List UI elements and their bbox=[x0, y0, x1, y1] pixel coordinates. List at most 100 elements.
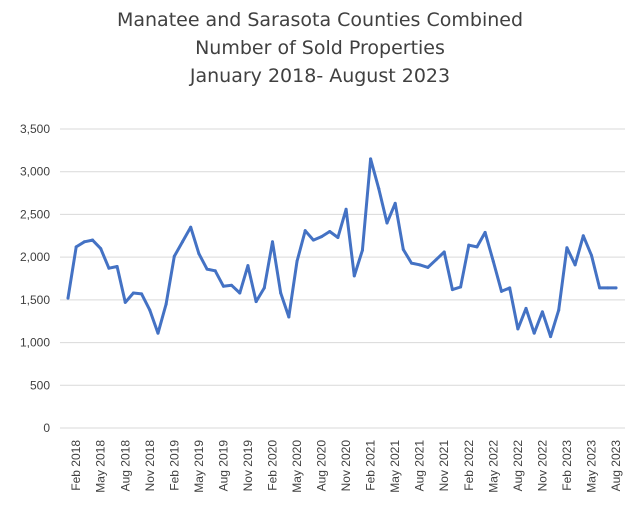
data-point bbox=[197, 252, 201, 256]
data-point bbox=[262, 286, 266, 290]
data-point bbox=[270, 240, 274, 244]
series-points bbox=[66, 157, 618, 339]
data-point bbox=[148, 308, 152, 312]
gridlines bbox=[60, 128, 625, 386]
data-point bbox=[107, 266, 111, 270]
data-point bbox=[410, 261, 414, 265]
x-tick-label: May 2023 bbox=[584, 440, 598, 493]
data-point bbox=[189, 225, 193, 229]
x-tick-label: Feb 2021 bbox=[364, 440, 378, 491]
data-point bbox=[74, 245, 78, 249]
y-tick-label: 1,000 bbox=[20, 336, 50, 350]
x-tick-label: Aug 2018 bbox=[118, 440, 132, 492]
data-point bbox=[401, 247, 405, 251]
x-tick-label: Aug 2020 bbox=[315, 440, 329, 492]
y-tick-label: 0 bbox=[43, 421, 50, 435]
data-point bbox=[230, 283, 234, 287]
data-point bbox=[573, 263, 577, 267]
data-point bbox=[156, 331, 160, 335]
y-tick-label: 3,500 bbox=[20, 122, 50, 136]
data-point bbox=[450, 288, 454, 292]
x-tick-label: Feb 2022 bbox=[462, 440, 476, 491]
x-tick-label: Aug 2023 bbox=[609, 440, 623, 492]
data-point bbox=[581, 234, 585, 238]
series-line bbox=[66, 157, 618, 339]
data-point bbox=[467, 243, 471, 247]
data-point bbox=[475, 245, 479, 249]
x-tick-label: Nov 2019 bbox=[241, 440, 255, 492]
data-point bbox=[287, 315, 291, 319]
data-point bbox=[549, 335, 553, 339]
data-point bbox=[426, 265, 430, 269]
data-point bbox=[557, 308, 561, 312]
data-point bbox=[360, 248, 364, 252]
data-point bbox=[352, 274, 356, 278]
data-point bbox=[499, 289, 503, 293]
data-point bbox=[181, 240, 185, 244]
data-point bbox=[565, 246, 569, 250]
data-point bbox=[336, 235, 340, 239]
data-point bbox=[377, 187, 381, 191]
data-point bbox=[524, 306, 528, 310]
data-point bbox=[344, 207, 348, 211]
x-tick-label: Nov 2021 bbox=[437, 440, 451, 492]
y-tick-label: 1,500 bbox=[20, 293, 50, 307]
data-point bbox=[164, 302, 168, 306]
data-point bbox=[516, 327, 520, 331]
data-point bbox=[393, 201, 397, 205]
x-tick-label: Nov 2022 bbox=[535, 440, 549, 492]
data-point bbox=[385, 221, 389, 225]
data-point bbox=[279, 291, 283, 295]
data-point bbox=[483, 230, 487, 234]
x-tick-label: Nov 2020 bbox=[339, 440, 353, 492]
data-point bbox=[123, 300, 127, 304]
y-tick-label: 2,500 bbox=[20, 207, 50, 221]
data-point bbox=[246, 264, 250, 268]
data-point bbox=[140, 292, 144, 296]
data-point bbox=[82, 240, 86, 244]
data-point bbox=[115, 265, 119, 269]
data-point bbox=[295, 259, 299, 263]
data-point bbox=[221, 284, 225, 288]
data-point bbox=[418, 263, 422, 267]
y-tick-label: 500 bbox=[30, 378, 50, 392]
data-point bbox=[540, 310, 544, 314]
data-point bbox=[205, 267, 209, 271]
data-point bbox=[172, 254, 176, 258]
x-tick-label: May 2019 bbox=[192, 440, 206, 493]
chart-title-line-3: January 2018- August 2023 bbox=[189, 65, 451, 87]
x-tick-label: May 2022 bbox=[486, 440, 500, 493]
data-point bbox=[99, 247, 103, 251]
x-axis-ticks: Feb 2018 May 2018 Aug 2018 Nov 2018 Feb 2019… bbox=[69, 440, 623, 493]
data-point bbox=[254, 300, 258, 304]
data-point bbox=[91, 238, 95, 242]
data-point bbox=[598, 286, 602, 290]
data-point bbox=[606, 286, 610, 290]
y-tick-label: 3,000 bbox=[20, 165, 50, 179]
data-point bbox=[442, 250, 446, 254]
data-point bbox=[303, 229, 307, 233]
data-point bbox=[66, 296, 70, 300]
x-tick-label: May 2021 bbox=[388, 440, 402, 493]
y-axis-ticks: 0 500 1,000 1,500 2,000 2,500 3,000 3,500 bbox=[20, 122, 50, 435]
x-tick-label: May 2018 bbox=[94, 440, 108, 493]
data-point bbox=[434, 258, 438, 262]
data-point bbox=[589, 253, 593, 257]
data-point bbox=[614, 286, 618, 290]
data-point bbox=[459, 285, 463, 289]
x-tick-label: May 2020 bbox=[290, 440, 304, 493]
x-tick-label: Aug 2021 bbox=[413, 440, 427, 492]
data-point bbox=[213, 269, 217, 273]
data-point bbox=[311, 238, 315, 242]
data-point bbox=[508, 286, 512, 290]
data-point bbox=[238, 291, 242, 295]
chart-title: Manatee and Sarasota Counties Combined N… bbox=[0, 6, 640, 90]
chart-title-line-2: Number of Sold Properties bbox=[195, 37, 445, 59]
data-point bbox=[131, 291, 135, 295]
x-tick-label: Aug 2022 bbox=[511, 440, 525, 492]
data-point bbox=[320, 235, 324, 239]
data-point bbox=[491, 259, 495, 263]
y-tick-label: 2,000 bbox=[20, 250, 50, 264]
x-tick-label: Nov 2018 bbox=[143, 440, 157, 492]
